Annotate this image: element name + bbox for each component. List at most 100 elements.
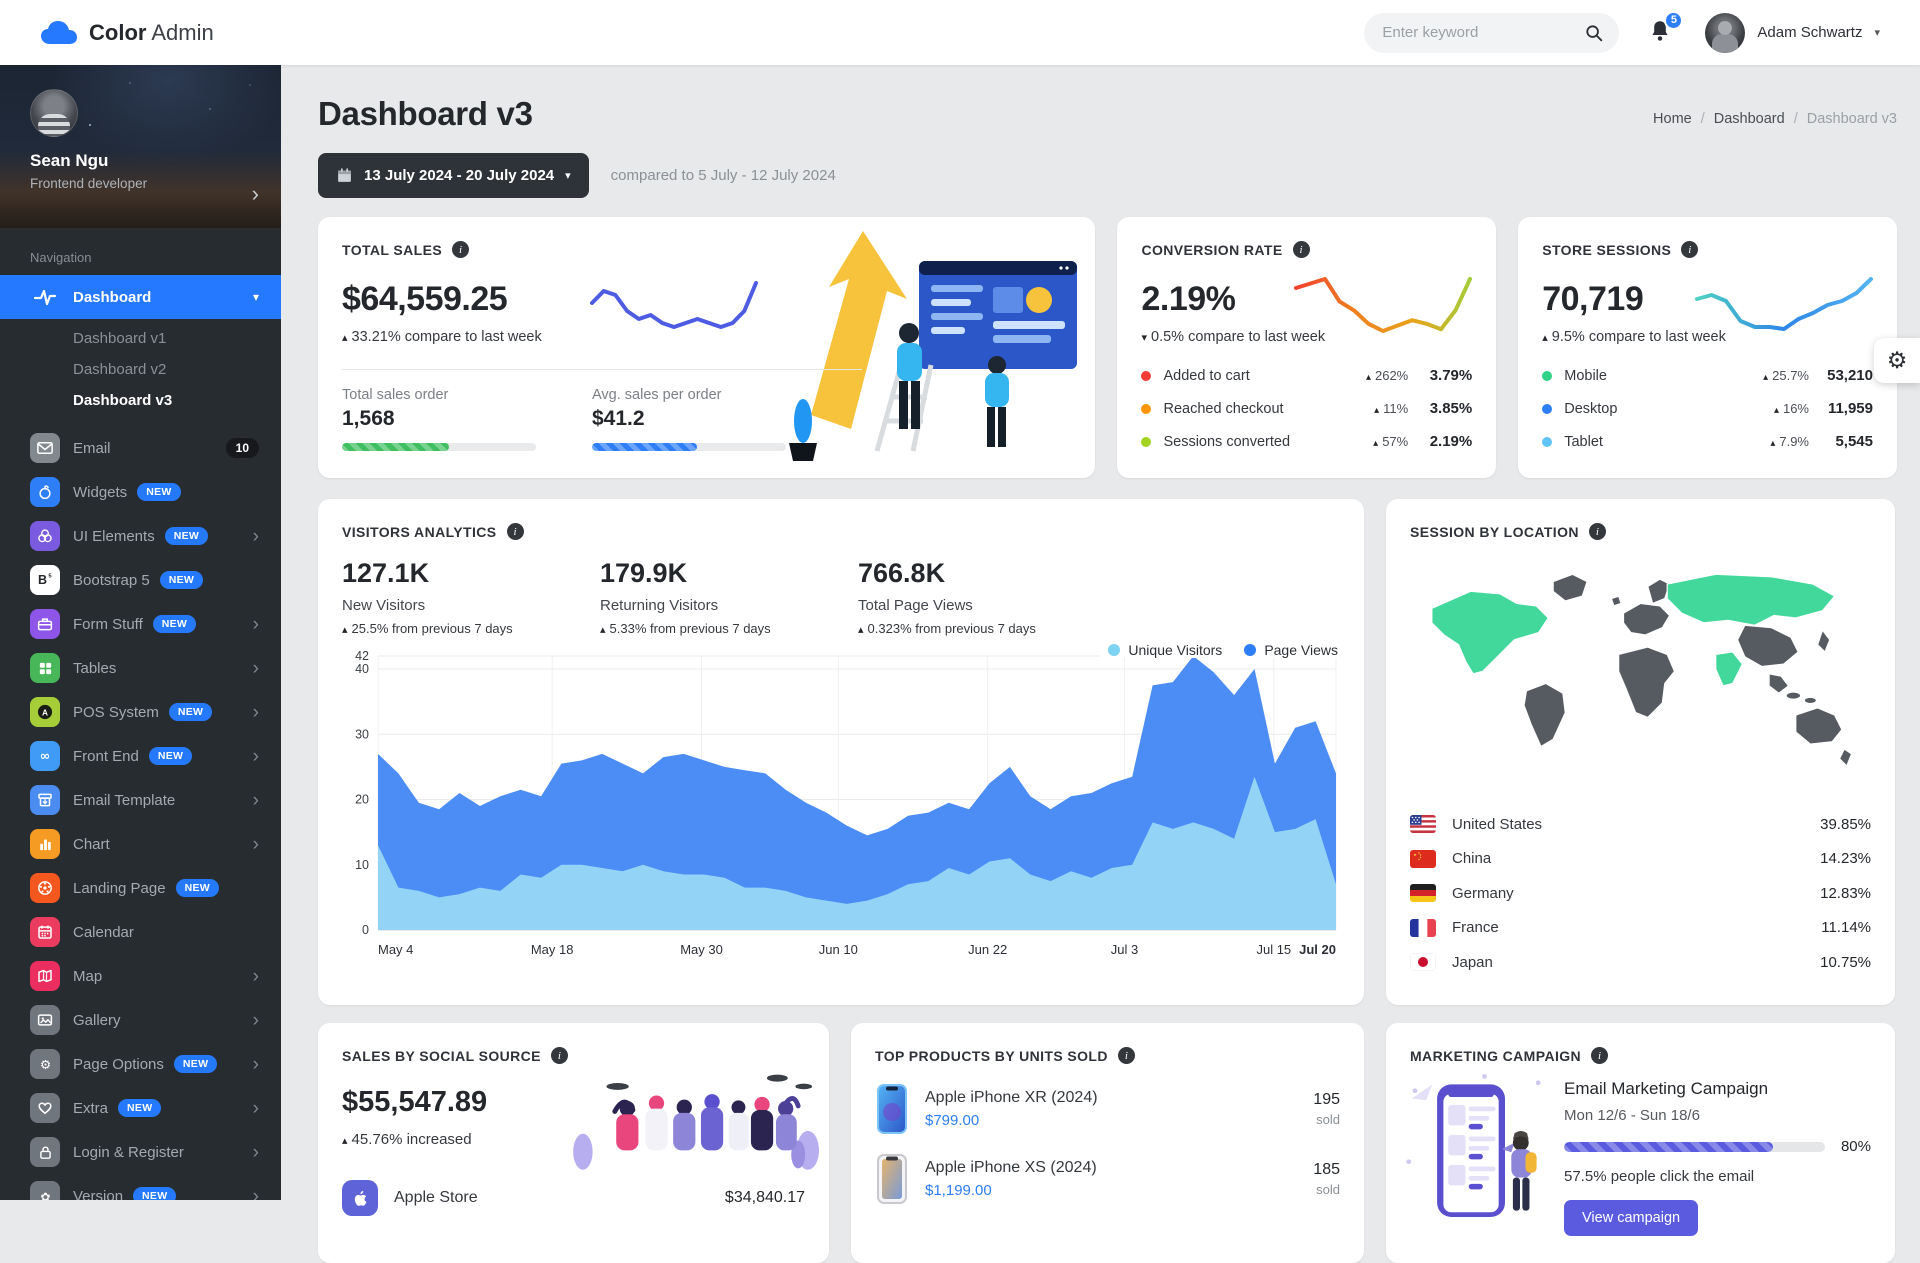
brand-logo-group[interactable]: Color Admin	[0, 20, 300, 46]
sidebar-item-widgets[interactable]: Widgets NEW	[0, 470, 281, 514]
info-icon[interactable]: i	[550, 1047, 568, 1064]
svg-text:5: 5	[48, 574, 52, 580]
breadcrumb-item[interactable]: Dashboard	[1713, 111, 1785, 127]
info-icon[interactable]: i	[1117, 1047, 1135, 1064]
breadcrumb-separator: /	[1700, 111, 1705, 127]
card-title: MARKETING CAMPAIGN	[1410, 1047, 1582, 1064]
sidebar-item-front-end[interactable]: ∞ Front End NEW ›	[0, 734, 281, 778]
kpi-row-label: Sessions converted	[1163, 433, 1291, 450]
kpi-row-label: Desktop	[1564, 400, 1618, 417]
sidebar-item-label: Front End	[73, 747, 139, 765]
search-box[interactable]	[1364, 12, 1620, 53]
visitors-area-chart: 0 10 20 30 40 42 May 4 May 18 May 30 Jun 10 Jun 22…	[342, 644, 1340, 967]
location-row-france: France 11.14%	[1410, 911, 1871, 946]
sidebar-item-label: Chart	[73, 835, 110, 853]
info-icon[interactable]: i	[1292, 241, 1310, 258]
stat-label: Total Page Views	[858, 597, 973, 614]
location-percent: 11.14%	[1821, 919, 1871, 937]
status-dot	[1542, 436, 1553, 447]
sidebar-item-form-stuff[interactable]: Form Stuff NEW ›	[0, 602, 281, 646]
search-input[interactable]	[1382, 24, 1584, 41]
svg-text:A: A	[42, 707, 48, 717]
info-icon[interactable]: i	[1591, 1047, 1609, 1064]
card-title: STORE SESSIONS	[1542, 241, 1672, 258]
infinity-icon: ∞	[30, 741, 60, 771]
sidebar-item-email[interactable]: Email 10	[0, 426, 281, 470]
campaign-date: Mon 12/6 - Sun 18/6	[1564, 1107, 1700, 1124]
apple-icon	[30, 477, 60, 507]
sidebar-item-pos-system[interactable]: A POS System NEW ›	[0, 690, 281, 734]
card-title: TOTAL SALES	[342, 241, 443, 258]
sidebar-item-tables[interactable]: Tables ›	[0, 646, 281, 690]
sidebar-item-login-register[interactable]: Login & Register ›	[0, 1130, 281, 1174]
sidebar-item-label: Email Template	[73, 791, 176, 809]
svg-text:May 18: May 18	[531, 942, 574, 957]
location-name: United States	[1452, 815, 1543, 833]
new-badge: NEW	[137, 483, 181, 501]
new-badge: NEW	[152, 615, 197, 633]
svg-text:10: 10	[355, 858, 369, 872]
sidebar: Sean Ngu Frontend developer › Navigation…	[0, 65, 281, 1200]
session-by-location-card: SESSION BY LOCATION i	[1386, 499, 1895, 1005]
info-icon[interactable]: i	[1681, 241, 1699, 258]
location-row-united-states: United States 39.85%	[1410, 807, 1871, 842]
sidebar-item-bootstrap-5[interactable]: B 5 Bootstrap 5 NEW	[0, 558, 281, 602]
notifications-button[interactable]: 5	[1647, 10, 1684, 48]
stat-delta: ▴ 25.5% from previous 7 days	[342, 621, 513, 636]
product-name: Apple iPhone XS (2024)	[925, 1159, 1097, 1176]
search-icon[interactable]	[1583, 22, 1605, 44]
location-row-japan: Japan 10.75%	[1410, 945, 1871, 980]
sidebar-subitem-dashboard-v3[interactable]: Dashboard v3	[73, 392, 173, 409]
stat-label: New Visitors	[342, 597, 426, 614]
sidebar-profile[interactable]: Sean Ngu Frontend developer ›	[0, 65, 281, 228]
kpi-row-value: 5,545	[1835, 433, 1873, 450]
sidebar-item-label: Widgets	[73, 483, 128, 501]
sidebar-item-extra[interactable]: Extra NEW ›	[0, 1086, 281, 1130]
sidebar-item-map[interactable]: Map ›	[0, 954, 281, 998]
breadcrumb-item[interactable]: Home	[1653, 111, 1692, 127]
product-sales: 195 sold	[1313, 1091, 1340, 1127]
location-name: Japan	[1452, 953, 1493, 971]
sidebar-item-calendar[interactable]: Calendar	[0, 910, 281, 954]
sidebar-item-dashboard[interactable]: Dashboard ▾	[0, 275, 281, 319]
visitor-stat-new-visitors: 127.1K New Visitors ▴ 25.5% from previous 7…	[342, 558, 600, 636]
sidebar-subitem-dashboard-v1[interactable]: Dashboard v1	[73, 330, 167, 347]
view-campaign-button[interactable]: View campaign	[1564, 1200, 1699, 1236]
sidebar-subitem-dashboard-v2[interactable]: Dashboard v2	[73, 361, 167, 378]
chevron-right-icon: ›	[252, 657, 259, 679]
calendar-icon	[30, 917, 60, 947]
divider	[342, 369, 862, 370]
status-dot	[1542, 370, 1553, 381]
kpi-row-delta: ▴ 262%	[1365, 368, 1409, 383]
chevron-right-icon: ›	[252, 1053, 259, 1075]
archive-icon	[30, 785, 60, 815]
sidebar-item-chart[interactable]: Chart ›	[0, 822, 281, 866]
user-menu[interactable]: Adam Schwartz ▾	[1705, 12, 1880, 53]
theme-settings-button[interactable]: ⚙	[1874, 338, 1920, 383]
conversion-value: 2.19%	[1141, 280, 1236, 318]
chevron-right-icon[interactable]: ›	[251, 181, 259, 206]
info-icon[interactable]: i	[506, 523, 524, 540]
bell-icon	[1652, 20, 1668, 41]
product-count: 195	[1313, 1091, 1340, 1108]
sidebar-item-landing-page[interactable]: Landing Page NEW	[0, 866, 281, 910]
teamwork-illustration	[569, 1061, 819, 1178]
date-range-picker[interactable]: 13 July 2024 - 20 July 2024 ▾	[318, 153, 589, 198]
info-icon[interactable]: i	[1588, 523, 1606, 540]
sidebar-item-email-template[interactable]: Email Template ›	[0, 778, 281, 822]
sidebar-item-gallery[interactable]: Gallery ›	[0, 998, 281, 1042]
product-row-apple-iphone-xs-2024[interactable]: Apple iPhone XS (2024) $1,199.00 185 sold	[875, 1154, 1340, 1204]
product-sold-label: sold	[1316, 1112, 1340, 1127]
sidebar-item-ui-elements[interactable]: UI Elements NEW ›	[0, 514, 281, 558]
info-icon[interactable]: i	[452, 241, 470, 258]
sidebar-item-page-options[interactable]: ⚙ Page Options NEW ›	[0, 1042, 281, 1086]
briefcase-icon	[30, 609, 60, 639]
sales-metric: Total sales order 1,568	[342, 387, 536, 451]
new-badge: NEW	[168, 703, 213, 721]
sidebar-item-version[interactable]: ✿ Version NEW ›	[0, 1174, 281, 1200]
product-row-apple-iphone-xr-2024[interactable]: Apple iPhone XR (2024) $799.00 195 sold	[875, 1084, 1340, 1134]
chevron-right-icon: ›	[252, 701, 259, 723]
social-source-row[interactable]: Apple Store $34,840.17	[342, 1180, 805, 1216]
status-dot	[1141, 403, 1152, 414]
